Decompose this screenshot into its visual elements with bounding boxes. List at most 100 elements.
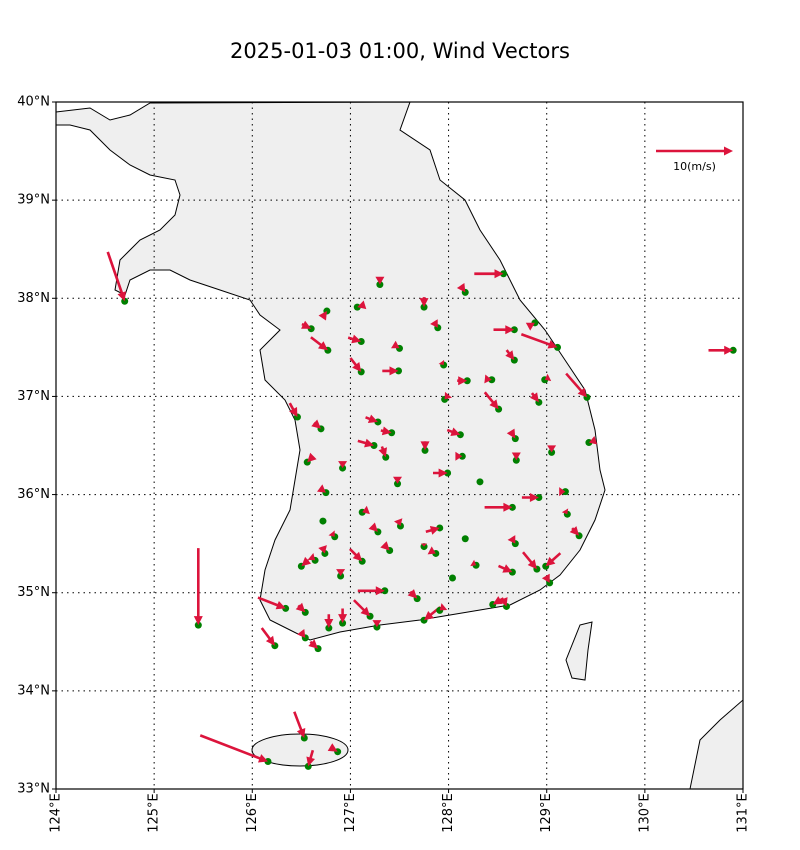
wind-arrow	[338, 461, 348, 469]
station	[357, 337, 365, 345]
wind-arrow	[391, 340, 400, 349]
wind-arrow	[559, 487, 566, 497]
wind-arrow	[525, 322, 535, 331]
x-tick-label: 127°E	[343, 793, 358, 833]
station	[304, 762, 312, 770]
station	[548, 448, 556, 456]
station	[420, 303, 428, 311]
wind-arrow	[106, 251, 126, 302]
wind-arrow	[511, 452, 521, 461]
wind-arrow	[293, 711, 306, 738]
wind-arrow	[484, 374, 492, 384]
wind-arrow	[357, 300, 367, 310]
y-tick-label: 34°N	[17, 683, 50, 698]
wind-arrow	[427, 546, 436, 555]
wind-arrow	[324, 614, 334, 628]
quiver-key-label: 10(m/s)	[673, 160, 716, 173]
wind-arrow	[297, 629, 306, 638]
station	[476, 478, 484, 486]
wind-arrow	[380, 426, 392, 436]
wind-arrow	[425, 526, 440, 535]
wind-arrow	[456, 283, 466, 293]
station	[394, 480, 402, 488]
wind-arrow	[317, 484, 326, 493]
wind-arrow	[498, 564, 513, 573]
wind-arrow	[457, 376, 468, 386]
wind-arrow	[328, 530, 335, 537]
x-tick-label: 125°E	[147, 793, 162, 833]
wind-arrow	[349, 548, 363, 562]
wind-arrow	[433, 468, 448, 478]
station	[500, 270, 508, 278]
x-tick-label: 130°E	[637, 793, 652, 833]
station	[339, 619, 347, 627]
wind-arrow	[382, 366, 399, 376]
quiver-key-arrow	[656, 146, 733, 156]
wind-arrow	[375, 276, 385, 285]
x-tick-label: 131°E	[736, 793, 751, 833]
x-tick-label: 124°E	[49, 793, 64, 833]
station	[194, 621, 202, 629]
station	[420, 543, 428, 551]
wind-arrow	[308, 639, 318, 649]
wind-arrow	[362, 505, 370, 515]
wind-arrow	[493, 325, 515, 335]
wind-arrow	[421, 543, 428, 547]
wind-arrow	[357, 438, 374, 448]
wind-arrow	[257, 596, 286, 610]
japan	[689, 699, 743, 789]
wind-arrow	[529, 392, 539, 403]
wind-arrow	[499, 597, 508, 607]
station	[381, 587, 389, 595]
wind-arrow	[327, 743, 338, 752]
station	[488, 376, 496, 384]
wind-arrow	[439, 603, 448, 611]
wind-arrow	[368, 522, 378, 532]
wind-arrow	[492, 596, 505, 605]
wind-arrow	[357, 586, 385, 596]
x-tick-label: 129°E	[539, 793, 554, 833]
station	[395, 367, 403, 375]
wind-arrow	[506, 428, 516, 439]
wind-arrow	[372, 620, 382, 628]
plot-frame	[55, 101, 744, 790]
wind-arrow	[193, 548, 203, 626]
overlay: 124°E 125°E 126°E 127°E 128°E 129°E 130°E 131°E…	[17, 95, 750, 833]
wind-arrow	[307, 553, 316, 561]
wind-arrow	[288, 402, 298, 417]
station	[463, 377, 471, 385]
wind-arrow	[455, 451, 463, 461]
wind-arrow	[484, 502, 513, 512]
station	[388, 429, 396, 437]
mainland	[56, 102, 606, 641]
x-tick-label: 126°E	[245, 793, 260, 833]
wind-arrow	[336, 569, 346, 576]
wind-arrow	[420, 441, 430, 451]
wind-arrow	[295, 602, 306, 613]
y-tick-label: 33°N	[17, 782, 50, 797]
tsushima	[565, 621, 593, 681]
chart-title: 2025-01-03 01:00, Wind Vectors	[230, 39, 570, 63]
wind-arrow	[380, 541, 390, 551]
basemap	[56, 102, 743, 789]
wind-arrow	[547, 445, 557, 453]
station	[448, 574, 456, 582]
wind-arrow	[569, 526, 580, 536]
wind-arrow	[306, 749, 315, 767]
wind-arrow	[470, 559, 477, 567]
station	[436, 524, 444, 532]
station	[510, 326, 518, 334]
wind-arrow	[505, 349, 515, 361]
wind-arrow	[438, 359, 445, 365]
wind-arrow	[338, 608, 348, 624]
wind-arrow	[545, 552, 562, 567]
station	[325, 624, 333, 632]
wind-arrow	[393, 476, 402, 484]
y-tick-label: 38°N	[17, 291, 50, 306]
wind-arrow	[474, 269, 504, 279]
y-tick-label: 36°N	[17, 487, 50, 502]
wind-arrow	[365, 414, 378, 423]
wind-arrow	[541, 573, 550, 583]
